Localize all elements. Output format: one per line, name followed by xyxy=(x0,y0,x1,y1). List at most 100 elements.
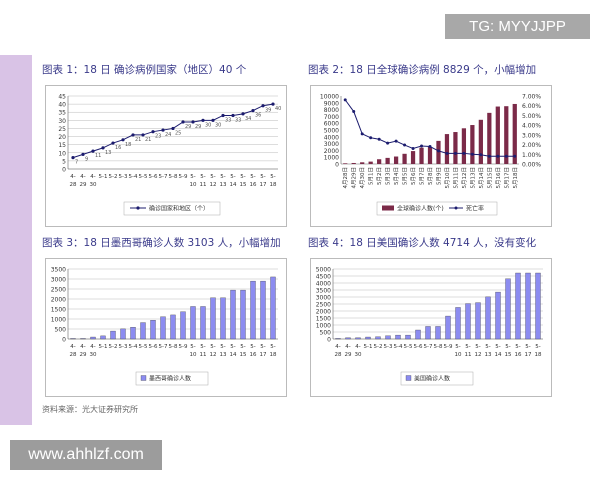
x-tick-label: 5- xyxy=(535,344,540,350)
x-tick-label: 4- xyxy=(80,344,85,350)
x-tick-label: 5- xyxy=(495,344,500,350)
y2-tick-label: 2.00% xyxy=(522,142,541,149)
y-tick-label: 0 xyxy=(62,167,66,174)
y-tick-label: 1500 xyxy=(51,307,66,314)
y2-tick-label: 0.00% xyxy=(522,162,541,169)
y-tick-label: 20 xyxy=(58,134,66,141)
x-tick-label: 5-2 xyxy=(374,344,383,350)
y-tick-label: 0 xyxy=(327,337,331,344)
x-tick-label: 5- xyxy=(210,174,215,180)
data-point xyxy=(436,149,440,153)
figure-3-title: 图表 3：18 日墨西哥确诊人数 3103 人，小幅增加 xyxy=(42,237,281,249)
x-tick-label: 5月11日 xyxy=(452,167,459,189)
x-tick-label: 4- xyxy=(355,344,360,350)
x-tick-label: 5月15日 xyxy=(486,167,493,189)
data-label: 39 xyxy=(265,108,271,114)
bar xyxy=(385,335,391,340)
y-tick-label: 4500 xyxy=(316,274,331,281)
data-label: 23 xyxy=(155,134,161,140)
data-point xyxy=(271,102,275,106)
data-point xyxy=(445,151,449,155)
x-tick-label: 30 xyxy=(90,182,97,188)
legend-point-marker xyxy=(136,206,140,210)
x-tick-label: 5- xyxy=(250,344,255,350)
bar xyxy=(80,338,86,340)
x-tick-label: 17 xyxy=(260,352,267,358)
x-tick-label: 10 xyxy=(190,182,197,188)
bar xyxy=(140,322,146,340)
y-tick-label: 500 xyxy=(320,330,332,337)
data-label: 34 xyxy=(245,116,251,122)
watermark-bottom: www.ahhlzf.com xyxy=(10,440,162,470)
legend xyxy=(376,201,498,216)
figure-2-title: 图表 2：18 日全球确诊病例 8829 个，小幅增加 xyxy=(308,64,537,76)
bar xyxy=(419,147,424,164)
data-point xyxy=(470,152,474,156)
y-tick-label: 35 xyxy=(58,110,66,117)
y-tick-label: 10000 xyxy=(320,94,339,101)
data-point xyxy=(181,120,185,124)
x-tick-label: 5月17日 xyxy=(503,167,510,189)
bar xyxy=(495,291,501,340)
x-tick-label: 17 xyxy=(525,352,532,358)
x-tick-label: 18 xyxy=(535,352,542,358)
data-point xyxy=(420,144,424,148)
bar xyxy=(525,272,531,340)
x-tick-label: 5-6 xyxy=(149,344,158,350)
data-label: 40 xyxy=(275,106,281,112)
bar xyxy=(410,151,416,164)
bar xyxy=(395,334,401,340)
x-tick-label: 5-4 xyxy=(394,344,403,350)
data-point xyxy=(360,132,364,136)
x-tick-label: 5月5日 xyxy=(402,167,409,185)
side-decoration-strip xyxy=(0,55,32,425)
bar xyxy=(425,326,431,340)
data-point xyxy=(121,138,125,142)
x-tick-label: 12 xyxy=(475,352,482,358)
x-tick-label: 5-3 xyxy=(119,344,128,350)
x-tick-label: 5月3日 xyxy=(385,167,392,185)
y-tick-label: 2500 xyxy=(316,302,331,309)
legend xyxy=(135,371,209,386)
data-point xyxy=(161,128,165,132)
bar xyxy=(427,147,433,164)
x-tick-label: 5月4日 xyxy=(393,167,400,185)
bar xyxy=(495,106,500,164)
y-tick-label: 1500 xyxy=(316,316,331,323)
x-tick-label: 5-8 xyxy=(169,174,178,180)
y-tick-label: 10 xyxy=(58,150,66,157)
y-tick-label: 4000 xyxy=(324,134,339,141)
x-tick-label: 16 xyxy=(250,352,257,358)
data-point xyxy=(201,118,205,122)
data-point xyxy=(487,154,491,158)
y-tick-label: 25 xyxy=(58,126,66,133)
x-tick-label: 5-3 xyxy=(384,344,393,350)
x-tick-label: 4- xyxy=(90,174,95,180)
x-tick-label: 13 xyxy=(485,352,492,358)
y2-tick-label: 6.00% xyxy=(522,103,541,110)
data-point xyxy=(111,141,115,145)
x-tick-label: 5- xyxy=(485,344,490,350)
x-tick-label: 5-9 xyxy=(179,174,188,180)
bar xyxy=(470,125,475,164)
x-tick-label: 28 xyxy=(335,352,342,358)
x-tick-label: 4- xyxy=(90,344,95,350)
bar xyxy=(260,280,266,340)
x-tick-label: 5- xyxy=(455,344,460,350)
data-point xyxy=(513,154,517,158)
x-tick-label: 5- xyxy=(190,344,195,350)
x-tick-label: 5- xyxy=(200,344,205,350)
data-label: 24 xyxy=(165,132,171,138)
x-tick-label: 5-6 xyxy=(149,174,158,180)
bar xyxy=(512,103,517,164)
data-point xyxy=(81,152,85,156)
bar xyxy=(415,329,421,340)
legend-label: 墨西哥确诊人数 xyxy=(149,375,191,383)
y-tick-label: 45 xyxy=(58,94,66,101)
bar xyxy=(478,119,483,164)
chart-2: 0 1000 2000 3000 4000 5000 6000 7000 8000 9000 100… xyxy=(310,85,552,227)
x-tick-label: 5-7 xyxy=(159,344,168,350)
x-tick-label: 18 xyxy=(270,182,277,188)
x-tick-label: 5- xyxy=(270,174,275,180)
bar xyxy=(210,297,216,340)
